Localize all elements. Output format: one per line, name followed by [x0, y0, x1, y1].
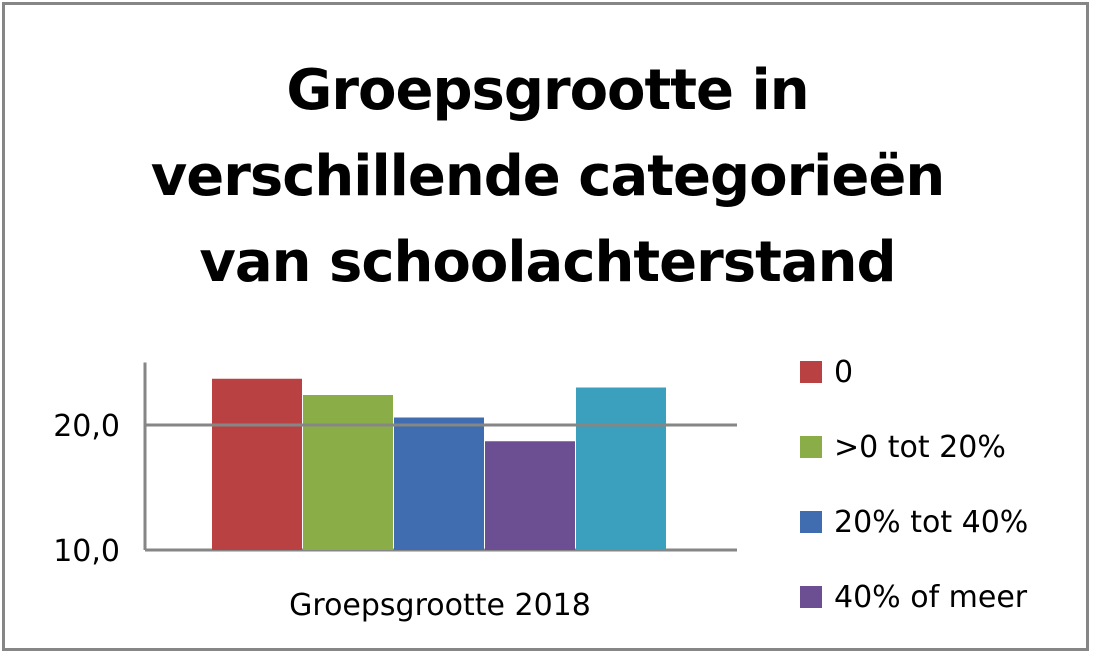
legend-item: >0 tot 20% [800, 427, 1006, 467]
legend-label: 40% of meer [834, 579, 1028, 615]
bar [394, 417, 484, 550]
legend-label: 0 [834, 354, 854, 390]
legend-swatch [800, 511, 822, 533]
legend-label: 20% tot 40% [834, 504, 1029, 540]
legend-item: 40% of meer [800, 577, 1027, 617]
bar [303, 395, 393, 550]
y-tick-label: 10,0 [53, 534, 120, 569]
title-line: verschillende categorieën [150, 144, 945, 209]
legend-swatch [800, 361, 822, 383]
legend-label: >0 tot 20% [834, 429, 1006, 465]
title-line: Groepsgrootte in [286, 58, 809, 123]
bar [576, 387, 666, 550]
legend-item: 20% tot 40% [800, 502, 1028, 542]
y-tick-label: 20,0 [53, 409, 120, 444]
legend-swatch [800, 436, 822, 458]
chart-title: Groepsgrootte in verschillende categorie… [0, 48, 1095, 306]
bar [485, 441, 575, 550]
bar [212, 378, 302, 550]
legend-item: 0 [800, 352, 853, 392]
title-line: van schoolachterstand [199, 230, 896, 295]
legend-swatch [800, 586, 822, 608]
x-category-label: Groepsgrootte 2018 [289, 588, 591, 623]
